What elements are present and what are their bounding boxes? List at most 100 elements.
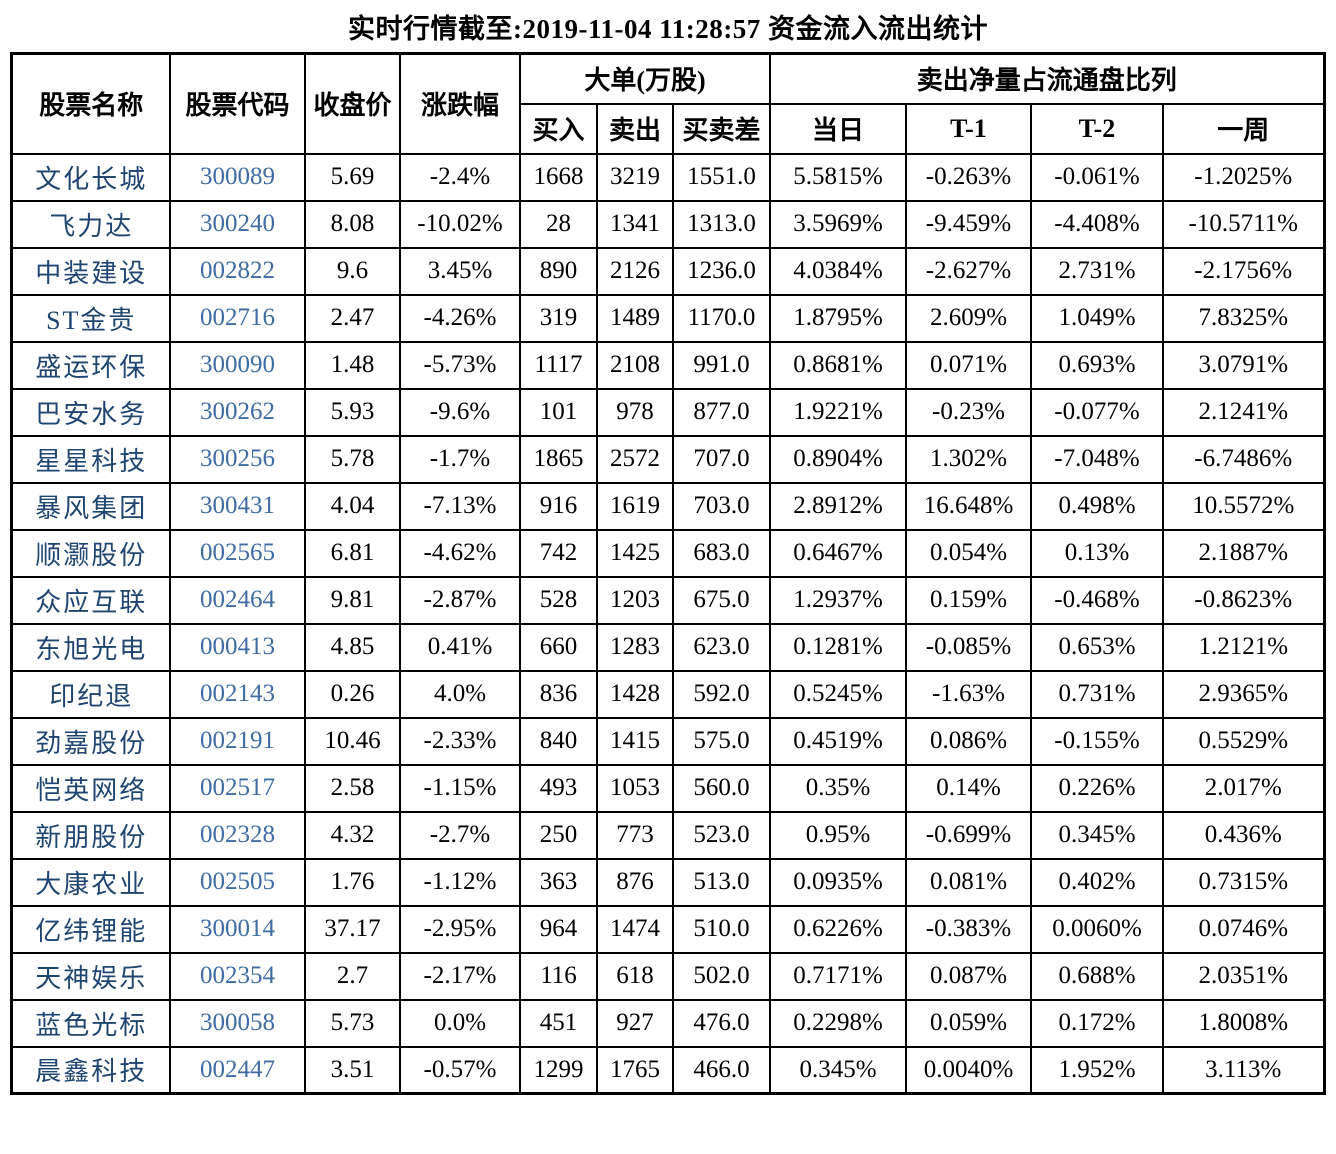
day-pct-cell: 1.8795% xyxy=(768,293,907,343)
close-price-cell: 1.48 xyxy=(303,340,401,390)
t2-pct-cell: 0.345% xyxy=(1029,810,1164,860)
table-row: 晨鑫科技 002447 3.51 -0.57% 1299 1765 466.0 0.345% 0… xyxy=(10,1045,1326,1095)
t1-pct-cell: -0.085% xyxy=(904,622,1032,672)
stock-name-cell: 恺英网络 xyxy=(10,763,171,813)
change-pct-cell: -4.62% xyxy=(398,528,521,578)
close-price-cell: 4.04 xyxy=(303,481,401,531)
t2-pct-cell: -4.408% xyxy=(1029,199,1164,249)
stock-code-cell: 300090 xyxy=(168,340,306,390)
page-title: 实时行情截至:2019-11-04 11:28:57 资金流入流出统计 xyxy=(348,14,988,44)
table-row: 盛运环保 300090 1.48 -5.73% 1117 2108 991.0 0.8681%… xyxy=(10,340,1326,390)
header-current-day: 当日 xyxy=(768,102,907,155)
t1-pct-cell: 0.071% xyxy=(904,340,1032,390)
stock-code-cell: 002505 xyxy=(168,857,306,907)
buy-cell: 742 xyxy=(518,528,598,578)
day-pct-cell: 4.0384% xyxy=(768,246,907,296)
close-price-cell: 3.51 xyxy=(303,1045,401,1095)
t2-pct-cell: 0.226% xyxy=(1029,763,1164,813)
buy-sell-diff-cell: 560.0 xyxy=(671,763,771,813)
buy-cell: 528 xyxy=(518,575,598,625)
day-pct-cell: 0.2298% xyxy=(768,998,907,1048)
sell-cell: 1425 xyxy=(595,528,674,578)
header-group-large-orders: 大单(万股) xyxy=(518,52,771,105)
buy-sell-diff-cell: 623.0 xyxy=(671,622,771,672)
sell-cell: 1428 xyxy=(595,669,674,719)
change-pct-cell: -10.02% xyxy=(398,199,521,249)
buy-sell-diff-cell: 1236.0 xyxy=(671,246,771,296)
sell-cell: 2126 xyxy=(595,246,674,296)
table-row: ST金贵 002716 2.47 -4.26% 319 1489 1170.0 1.8795%… xyxy=(10,293,1326,343)
week-pct-cell: 2.1887% xyxy=(1161,528,1326,578)
stock-code-cell: 002822 xyxy=(168,246,306,296)
t1-pct-cell: 0.086% xyxy=(904,716,1032,766)
table-row: 众应互联 002464 9.81 -2.87% 528 1203 675.0 1.2937% 0… xyxy=(10,575,1326,625)
day-pct-cell: 0.345% xyxy=(768,1045,907,1095)
header-group-net-sell-ratio: 卖出净量占流通盘比列 xyxy=(768,52,1326,105)
close-price-cell: 5.93 xyxy=(303,387,401,437)
stock-code-cell: 300058 xyxy=(168,998,306,1048)
week-pct-cell: -10.5711% xyxy=(1161,199,1326,249)
buy-sell-diff-cell: 592.0 xyxy=(671,669,771,719)
week-pct-cell: 0.0746% xyxy=(1161,904,1326,954)
header-stock-name: 股票名称 xyxy=(10,52,171,155)
day-pct-cell: 0.8681% xyxy=(768,340,907,390)
buy-cell: 840 xyxy=(518,716,598,766)
buy-sell-diff-cell: 991.0 xyxy=(671,340,771,390)
buy-sell-diff-cell: 707.0 xyxy=(671,434,771,484)
week-pct-cell: -2.1756% xyxy=(1161,246,1326,296)
close-price-cell: 0.26 xyxy=(303,669,401,719)
change-pct-cell: -1.7% xyxy=(398,434,521,484)
header-sell: 卖出 xyxy=(595,102,674,155)
sell-cell: 1283 xyxy=(595,622,674,672)
sell-cell: 3219 xyxy=(595,152,674,202)
t1-pct-cell: 0.159% xyxy=(904,575,1032,625)
week-pct-cell: 3.0791% xyxy=(1161,340,1326,390)
week-pct-cell: -6.7486% xyxy=(1161,434,1326,484)
day-pct-cell: 2.8912% xyxy=(768,481,907,531)
buy-cell: 319 xyxy=(518,293,598,343)
day-pct-cell: 0.1281% xyxy=(768,622,907,672)
week-pct-cell: 3.113% xyxy=(1161,1045,1326,1095)
table-row: 飞力达 300240 8.08 -10.02% 28 1341 1313.0 3.5969% -… xyxy=(10,199,1326,249)
t1-pct-cell: -0.23% xyxy=(904,387,1032,437)
table-row: 暴风集团 300431 4.04 -7.13% 916 1619 703.0 2.8912% 1… xyxy=(10,481,1326,531)
week-pct-cell: 1.2121% xyxy=(1161,622,1326,672)
day-pct-cell: 0.8904% xyxy=(768,434,907,484)
t1-pct-cell: -0.263% xyxy=(904,152,1032,202)
buy-cell: 660 xyxy=(518,622,598,672)
change-pct-cell: -1.15% xyxy=(398,763,521,813)
table-row: 恺英网络 002517 2.58 -1.15% 493 1053 560.0 0.35% 0.1… xyxy=(10,763,1326,813)
stock-name-cell: 东旭光电 xyxy=(10,622,171,672)
day-pct-cell: 1.9221% xyxy=(768,387,907,437)
t2-pct-cell: -0.077% xyxy=(1029,387,1164,437)
t2-pct-cell: 0.653% xyxy=(1029,622,1164,672)
table-row: 劲嘉股份 002191 10.46 -2.33% 840 1415 575.0 0.4519%… xyxy=(10,716,1326,766)
close-price-cell: 4.85 xyxy=(303,622,401,672)
t2-pct-cell: 0.0060% xyxy=(1029,904,1164,954)
buy-sell-diff-cell: 466.0 xyxy=(671,1045,771,1095)
week-pct-cell: -0.8623% xyxy=(1161,575,1326,625)
change-pct-cell: -4.26% xyxy=(398,293,521,343)
table-row: 印纪退 002143 0.26 4.0% 836 1428 592.0 0.5245% -1.6… xyxy=(10,669,1326,719)
day-pct-cell: 5.5815% xyxy=(768,152,907,202)
close-price-cell: 1.76 xyxy=(303,857,401,907)
t2-pct-cell: 2.731% xyxy=(1029,246,1164,296)
stock-code-cell: 300431 xyxy=(168,481,306,531)
stock-code-cell: 300256 xyxy=(168,434,306,484)
day-pct-cell: 1.2937% xyxy=(768,575,907,625)
day-pct-cell: 0.7171% xyxy=(768,951,907,1001)
sell-cell: 773 xyxy=(595,810,674,860)
change-pct-cell: -9.6% xyxy=(398,387,521,437)
close-price-cell: 6.81 xyxy=(303,528,401,578)
stock-name-cell: 晨鑫科技 xyxy=(10,1045,171,1095)
header-row-subcolumns: 买入 卖出 买卖差 当日 T-1 T-2 一周 xyxy=(12,102,1326,155)
buy-sell-diff-cell: 683.0 xyxy=(671,528,771,578)
stock-code-cell: 002517 xyxy=(168,763,306,813)
sell-cell: 1489 xyxy=(595,293,674,343)
buy-sell-diff-cell: 513.0 xyxy=(671,857,771,907)
t2-pct-cell: 1.952% xyxy=(1029,1045,1164,1095)
t1-pct-cell: 0.059% xyxy=(904,998,1032,1048)
table-row: 亿纬锂能 300014 37.17 -2.95% 964 1474 510.0 0.6226%… xyxy=(10,904,1326,954)
t2-pct-cell: 0.688% xyxy=(1029,951,1164,1001)
